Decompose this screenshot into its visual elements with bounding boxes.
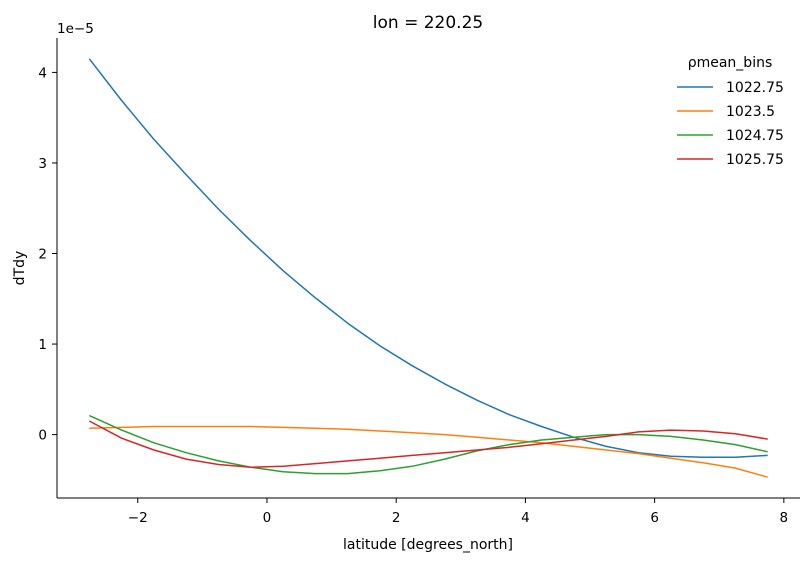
chart-title: lon = 220.25 xyxy=(373,13,483,33)
x-tick-label: 4 xyxy=(521,510,530,526)
x-tick-label: 2 xyxy=(392,510,401,526)
legend-label: 1023.5 xyxy=(726,104,775,120)
x-tick-label: 8 xyxy=(780,510,789,526)
x-tick-label: 0 xyxy=(263,510,272,526)
series-line-1023.5 xyxy=(89,427,767,478)
x-tick-label: −2 xyxy=(128,510,148,526)
legend-label: 1022.75 xyxy=(726,80,784,96)
y-tick-label: 3 xyxy=(38,156,47,172)
x-tick-label: 6 xyxy=(650,510,659,526)
y-axis-offset-text: 1e−5 xyxy=(57,21,94,37)
y-tick-label: 0 xyxy=(38,428,47,444)
x-axis-ticks: −2 0 2 4 6 8 xyxy=(128,498,788,526)
legend: ρmean_bins 1022.75 1023.5 1024.75 1025.75 xyxy=(677,55,784,168)
x-axis-label: latitude [degrees_north] xyxy=(343,537,513,553)
series-line-1024.75 xyxy=(89,416,767,474)
y-tick-label: 1 xyxy=(38,337,47,353)
y-tick-label: 4 xyxy=(38,65,47,81)
y-axis-label: dTdy xyxy=(12,251,28,286)
series-line-1025.75 xyxy=(89,421,767,467)
plot-area xyxy=(89,59,767,477)
series-line-1022.75 xyxy=(89,59,767,458)
legend-label: 1024.75 xyxy=(726,128,784,144)
y-axis-ticks: 0 1 2 3 4 xyxy=(38,65,57,443)
legend-title: ρmean_bins xyxy=(688,55,773,71)
y-tick-label: 2 xyxy=(38,247,47,263)
legend-label: 1025.75 xyxy=(726,152,784,168)
